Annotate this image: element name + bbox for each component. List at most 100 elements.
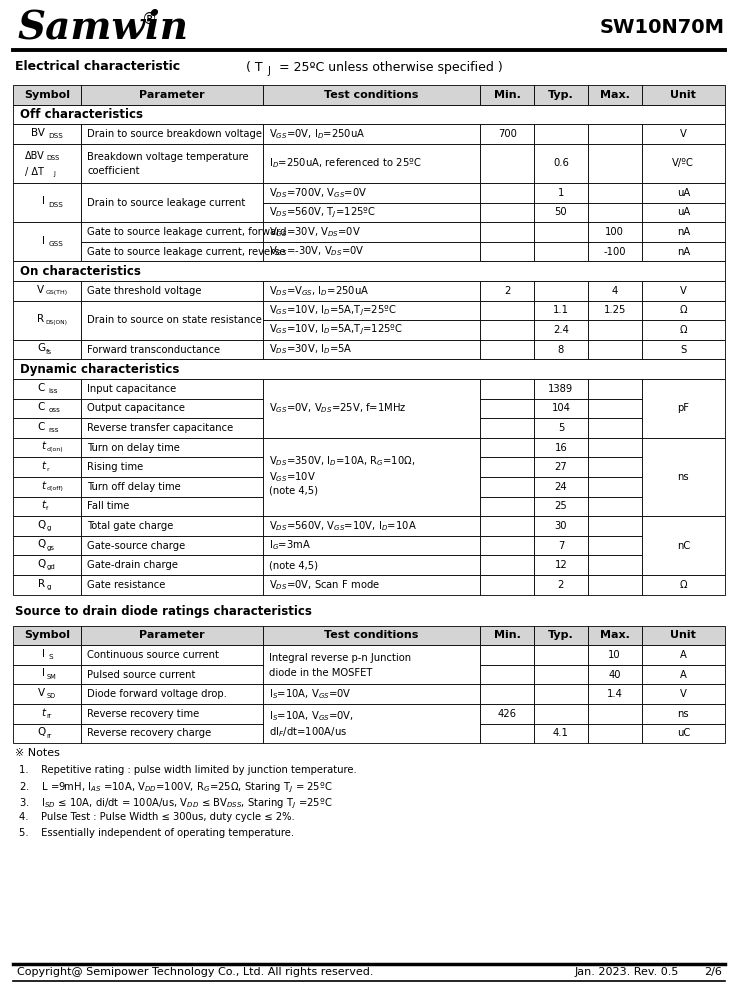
Bar	[480, 497, 534, 516]
Bar	[587, 183, 642, 203]
Bar	[81, 555, 263, 575]
Bar	[642, 320, 725, 340]
Text: Output capacitance: Output capacitance	[87, 403, 185, 413]
Text: SW10N70M: SW10N70M	[600, 18, 725, 37]
Bar	[13, 665, 81, 684]
Bar	[263, 85, 480, 105]
Text: Test conditions: Test conditions	[324, 90, 418, 100]
Bar	[534, 665, 587, 684]
Bar	[263, 626, 480, 645]
Bar	[81, 379, 263, 399]
Bar	[480, 379, 534, 399]
Bar	[587, 626, 642, 645]
Bar	[263, 575, 480, 595]
Bar	[587, 555, 642, 575]
Bar	[587, 497, 642, 516]
Bar	[13, 222, 81, 261]
Bar	[642, 724, 725, 743]
Text: 104: 104	[551, 403, 570, 413]
Text: J: J	[53, 171, 55, 177]
Text: Drain to source breakdown voltage: Drain to source breakdown voltage	[87, 129, 262, 139]
Text: V$_{DS}$=350V, I$_{D}$=10A, R$_{G}$=10Ω,: V$_{DS}$=350V, I$_{D}$=10A, R$_{G}$=10Ω,	[269, 454, 415, 468]
Bar	[534, 645, 587, 665]
Text: nA: nA	[677, 247, 690, 257]
Bar	[480, 457, 534, 477]
Bar	[642, 626, 725, 645]
Text: ※ Notes: ※ Notes	[15, 748, 60, 758]
Bar	[480, 301, 534, 320]
Bar	[13, 261, 725, 281]
Bar	[263, 704, 480, 743]
Bar	[587, 379, 642, 399]
Text: I: I	[42, 196, 45, 206]
Bar	[642, 281, 725, 301]
Bar	[263, 555, 480, 575]
Text: t: t	[41, 500, 45, 510]
Bar	[587, 724, 642, 743]
Bar	[13, 183, 81, 222]
Text: ns: ns	[677, 472, 689, 482]
Bar	[81, 497, 263, 516]
Bar	[81, 684, 263, 704]
Bar	[534, 399, 587, 418]
Bar	[642, 704, 725, 724]
Bar	[263, 203, 480, 222]
Text: g: g	[46, 584, 51, 590]
Text: C: C	[38, 422, 45, 432]
Text: Parameter: Parameter	[139, 630, 205, 640]
Text: R: R	[37, 314, 44, 324]
Bar	[480, 340, 534, 359]
Bar	[480, 242, 534, 261]
Bar	[587, 144, 642, 183]
Text: V$_{GS}$=10V, I$_{D}$=5A,T$_{J}$=25ºC: V$_{GS}$=10V, I$_{D}$=5A,T$_{J}$=25ºC	[269, 303, 396, 318]
Text: Forward transconductance: Forward transconductance	[87, 345, 221, 355]
Text: V$_{DS}$=700V, V$_{GS}$=0V: V$_{DS}$=700V, V$_{GS}$=0V	[269, 186, 368, 200]
Text: V$_{DS}$=30V, I$_{D}$=5A: V$_{DS}$=30V, I$_{D}$=5A	[269, 343, 353, 356]
Bar	[534, 704, 587, 724]
Text: Gate to source leakage current, forward: Gate to source leakage current, forward	[87, 227, 287, 237]
Bar	[13, 626, 81, 645]
Text: BV: BV	[31, 128, 45, 138]
Bar	[13, 418, 81, 438]
Bar	[534, 536, 587, 555]
Bar	[587, 684, 642, 704]
Text: Integral reverse p-n Junction: Integral reverse p-n Junction	[269, 653, 411, 663]
Text: rr: rr	[46, 733, 52, 739]
Text: uC: uC	[677, 728, 690, 738]
Bar	[263, 124, 480, 144]
Bar	[13, 457, 81, 477]
Bar	[480, 124, 534, 144]
Text: Ω: Ω	[680, 305, 687, 315]
Text: 5.    Essentially independent of operating temperature.: 5. Essentially independent of operating …	[19, 828, 294, 838]
Bar	[13, 555, 81, 575]
Bar	[642, 301, 725, 320]
Bar	[642, 684, 725, 704]
Bar	[480, 85, 534, 105]
Text: 2.4: 2.4	[553, 325, 569, 335]
Text: I$_{G}$=3mA: I$_{G}$=3mA	[269, 539, 311, 552]
Text: V: V	[37, 285, 44, 295]
Text: diode in the MOSFET: diode in the MOSFET	[269, 668, 372, 678]
Text: 2/6: 2/6	[704, 967, 722, 977]
Text: f: f	[46, 506, 48, 511]
Bar	[13, 575, 81, 595]
Bar	[13, 724, 81, 743]
Bar	[534, 144, 587, 183]
Text: 4: 4	[612, 286, 618, 296]
Text: DSS: DSS	[48, 133, 63, 139]
Text: DSS: DSS	[46, 155, 60, 161]
Text: 1.1: 1.1	[553, 305, 569, 315]
Bar	[534, 477, 587, 497]
Text: 700: 700	[497, 129, 517, 139]
Text: Q: Q	[37, 727, 45, 737]
Text: A: A	[680, 650, 687, 660]
Text: Gate-source charge: Gate-source charge	[87, 541, 185, 551]
Bar	[81, 626, 263, 645]
Bar	[587, 242, 642, 261]
Bar	[587, 665, 642, 684]
Text: 2: 2	[504, 286, 510, 296]
Bar	[81, 183, 263, 222]
Text: C: C	[38, 402, 45, 412]
Text: Drain to source on state resistance: Drain to source on state resistance	[87, 315, 262, 325]
Text: Breakdown voltage temperature: Breakdown voltage temperature	[87, 152, 249, 162]
